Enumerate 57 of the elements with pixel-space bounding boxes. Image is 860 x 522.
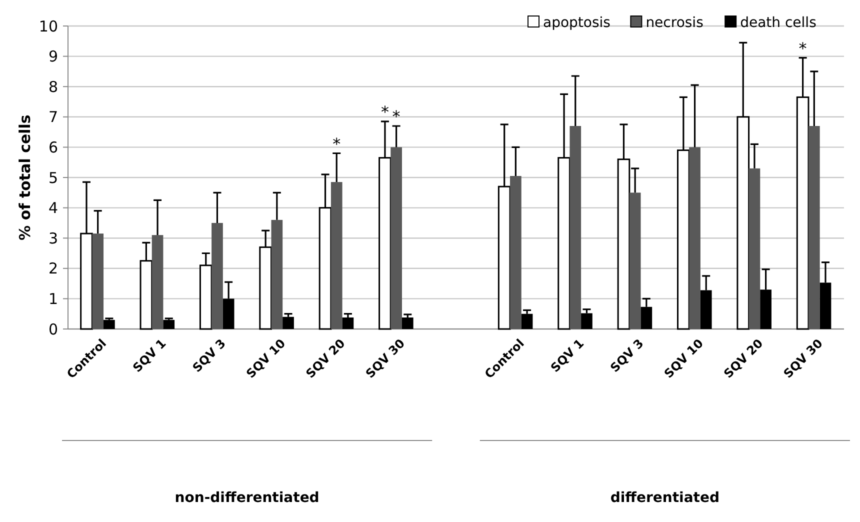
text: differentiated <box>610 490 720 506</box>
y-tick-label: 0 <box>48 320 58 338</box>
y-tick-label: 3 <box>48 229 58 248</box>
bar <box>259 246 272 330</box>
bar <box>378 157 392 330</box>
bar <box>581 313 592 329</box>
bar <box>402 317 414 329</box>
bar <box>92 234 104 329</box>
bar <box>163 320 175 329</box>
y-tick-label: 7 <box>48 108 58 126</box>
y-tick-label: 8 <box>48 78 58 96</box>
y-tick-label: 1 <box>48 290 58 308</box>
y-tick-label: 2 <box>48 260 58 278</box>
y-tick-label: 10 <box>38 17 58 36</box>
bar <box>629 192 641 329</box>
bar <box>282 316 294 329</box>
bar <box>558 157 570 330</box>
bar <box>342 317 354 329</box>
y-axis-title: % of total cells <box>16 114 34 240</box>
bar <box>330 182 342 329</box>
annotation: * <box>798 38 807 58</box>
bar <box>212 222 223 329</box>
bar <box>152 235 164 329</box>
legend-label: apoptosis <box>543 14 610 31</box>
bar <box>736 116 750 330</box>
bar <box>820 282 832 329</box>
bar <box>140 260 153 330</box>
bar <box>796 96 810 330</box>
bar <box>521 314 533 329</box>
bar <box>271 220 283 329</box>
bar <box>700 290 712 329</box>
y-tick-label: 6 <box>48 138 58 156</box>
bar <box>498 186 511 330</box>
bar <box>510 176 522 329</box>
annotation: * <box>332 134 341 154</box>
bar <box>677 149 690 330</box>
bar <box>808 126 820 329</box>
bar <box>689 147 700 329</box>
legend-label: necrosis <box>646 14 704 31</box>
legend-label: death cells <box>740 14 816 31</box>
bar <box>222 298 234 329</box>
annotation: * <box>392 106 400 126</box>
bar <box>199 264 212 330</box>
bar <box>760 290 772 329</box>
bar <box>80 232 93 330</box>
y-tick-label: 4 <box>48 199 58 218</box>
bar <box>318 207 332 330</box>
y-tick-label: 9 <box>48 48 58 66</box>
bar <box>640 306 652 329</box>
text: non-differentiated <box>174 490 320 506</box>
bar <box>617 158 630 330</box>
bar <box>570 126 582 329</box>
y-tick-label: 5 <box>48 168 58 187</box>
bar <box>104 320 115 329</box>
bar <box>748 168 760 329</box>
annotation: * <box>380 102 389 122</box>
bar <box>390 147 402 329</box>
